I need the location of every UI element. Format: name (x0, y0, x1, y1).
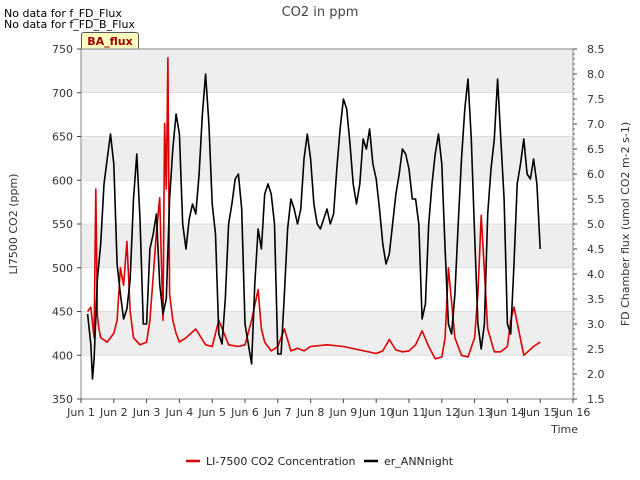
x-tick-label: Jun 2 (99, 406, 128, 419)
y-right-tick-label: 7.0 (587, 118, 605, 131)
y-right-tick-label: 6.0 (587, 168, 605, 181)
y-right-tick-label: 5.5 (587, 193, 605, 206)
grid-band (81, 136, 573, 181)
y-left-tick-label: 750 (52, 43, 73, 56)
y-right-tick-label: 2.0 (587, 368, 605, 381)
legend-label-1: er_ANNnight (384, 455, 454, 468)
y-right-tick-label: 8.0 (587, 68, 605, 81)
x-tick-label: Jun 9 (329, 406, 358, 419)
y-right-tick-label: 5.0 (587, 218, 605, 231)
series-line-1 (86, 73, 541, 380)
y-right-axis-label: FD Chamber flux (umol CO2 m-2 s-1) (619, 122, 632, 326)
y-right-tick-label: 4.5 (587, 243, 605, 256)
x-tick-label: Jun 14 (489, 406, 525, 419)
x-tick-label: Jun 10 (358, 406, 394, 419)
ba-flux-badge[interactable]: BA_flux (81, 32, 139, 51)
x-axis-label: Time (550, 423, 578, 436)
grid-band (81, 311, 573, 356)
y-left-tick-label: 700 (52, 87, 73, 100)
x-tick-label: Jun 13 (456, 406, 492, 419)
chart-title: CO2 in ppm (282, 5, 359, 20)
y-left-tick-label: 500 (52, 262, 73, 275)
y-left-tick-label: 550 (52, 218, 73, 231)
no-data-note-flux: No data for f_FD_Flux (4, 7, 122, 20)
y-right-tick-label: 3.0 (587, 318, 605, 331)
y-left-tick-label: 400 (52, 349, 73, 362)
y-right-tick-label: 8.5 (587, 43, 605, 56)
y-left-tick-label: 650 (52, 131, 73, 144)
y-right-tick-label: 3.5 (587, 293, 605, 306)
y-left-tick-label: 450 (52, 306, 73, 319)
y-right-tick-label: 6.5 (587, 143, 605, 156)
x-tick-label: Jun 11 (391, 406, 427, 419)
x-tick-label: Jun 15 (522, 406, 558, 419)
x-tick-label: Jun 1 (66, 406, 95, 419)
x-tick-label: Jun 8 (296, 406, 325, 419)
series-line-0 (86, 56, 541, 360)
legend-label-0: LI-7500 CO2 Concentration (206, 455, 356, 468)
y-left-axis-label: LI7500 CO2 (ppm) (7, 174, 20, 275)
x-tick-label: Jun 12 (423, 406, 459, 419)
y-left-tick-label: 600 (52, 174, 73, 187)
y-right-tick-label: 1.5 (587, 393, 605, 406)
x-tick-label: Jun 7 (263, 406, 292, 419)
x-tick-label: Jun 6 (230, 406, 259, 419)
y-right-tick-label: 4.0 (587, 268, 605, 281)
grid-band (81, 49, 573, 93)
y-left-tick-label: 350 (52, 393, 73, 406)
x-tick-label: Jun 3 (132, 406, 161, 419)
x-tick-label: Jun 5 (197, 406, 226, 419)
no-data-note-b-flux: No data for f_FD_B_Flux (4, 18, 135, 31)
x-tick-label: Jun 4 (165, 406, 194, 419)
y-right-tick-label: 7.5 (587, 93, 605, 106)
x-tick-label: Jun 16 (555, 406, 591, 419)
y-right-tick-label: 2.5 (587, 343, 605, 356)
